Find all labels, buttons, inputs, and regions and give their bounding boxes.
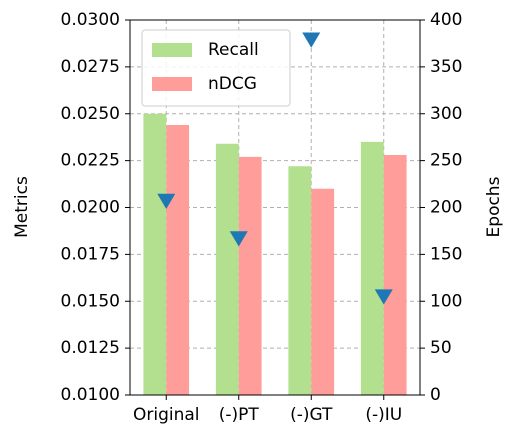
epoch-marker — [302, 32, 321, 48]
y-tick-label: 0.0225 — [61, 151, 120, 171]
x-tick-label: (-)IU — [365, 405, 402, 425]
y-tick-label: 0.0300 — [61, 10, 120, 30]
bar — [383, 155, 407, 395]
legend-label: Recall — [208, 40, 259, 60]
y-tick-label: 0.0150 — [61, 291, 120, 311]
y-tick-label: 0.0125 — [61, 338, 120, 358]
y2-tick-label: 200 — [430, 198, 462, 218]
legend-swatch — [152, 77, 192, 91]
x-tick-label: Original — [133, 405, 200, 425]
bar — [238, 156, 262, 395]
y-axis-label: Metrics — [12, 176, 32, 238]
epoch-marker — [229, 231, 248, 247]
x-tick-label: (-)GT — [290, 405, 333, 425]
bar — [166, 125, 190, 395]
y-tick-label: 0.0275 — [61, 57, 120, 77]
y2-tick-label: 50 — [430, 338, 452, 358]
epoch-marker — [374, 289, 393, 305]
x-tick-label: (-)PT — [219, 405, 260, 425]
y-tick-label: 0.0100 — [61, 385, 120, 405]
y-tick-label: 0.0200 — [61, 198, 120, 218]
plot-frame — [129, 19, 421, 396]
y2-tick-label: 300 — [430, 104, 462, 124]
legend-swatch — [152, 43, 192, 57]
y2-tick-label: 0 — [430, 385, 441, 405]
y2-tick-label: 100 — [430, 291, 462, 311]
y2-tick-label: 350 — [430, 57, 462, 77]
y2-tick-label: 400 — [430, 10, 462, 30]
legend-label: nDCG — [208, 74, 257, 94]
y2-tick-label: 250 — [430, 151, 462, 171]
bar — [288, 166, 312, 395]
bar — [143, 113, 167, 395]
y-tick-label: 0.0175 — [61, 244, 120, 264]
bar — [311, 188, 335, 395]
y-tick-label: 0.0250 — [61, 104, 120, 124]
epoch-marker — [157, 193, 176, 210]
bar — [215, 143, 239, 395]
y2-axis-label: Epochs — [484, 176, 504, 237]
bar — [360, 141, 384, 395]
y2-tick-label: 150 — [430, 244, 462, 264]
